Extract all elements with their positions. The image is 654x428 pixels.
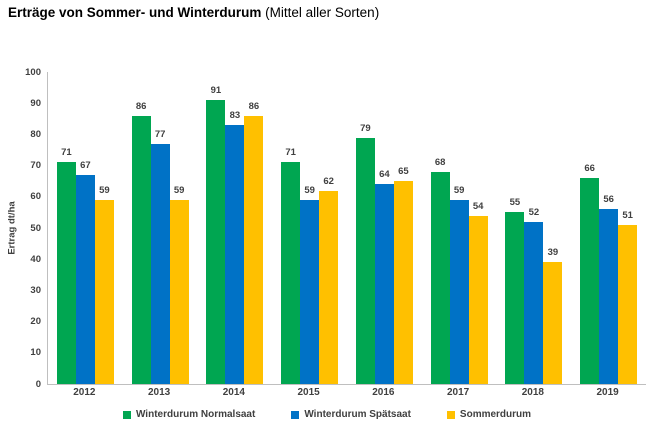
bar-group-2016: 79 64 65 [347,72,422,384]
bar-winterdurum-normalsaat-2013: 86 [131,102,151,384]
bar-winterdurum-sp-tsaat-2013: 77 [150,130,170,384]
y-axis-ticks: 0 10 20 30 40 50 60 70 80 90 100 [0,67,41,388]
legend-item-sommerdurum: Sommerdurum [446,409,532,420]
bar-value-label-sommerdurum-2017: 54 [472,200,484,212]
bar-value-label-winterdurum-sp-tsaat-2016: 64 [379,169,390,181]
legend-swatch-winterdurum-normalsaat [122,410,131,419]
bar-value-label-sommerdurum-2019: 51 [622,209,633,221]
bar-winterdurum-normalsaat-2017: 68 [430,158,450,384]
bar-value-label-winterdurum-sp-tsaat-2012: 67 [80,159,91,171]
y-tick-label-20: 20 [30,315,41,327]
bar-value-label-sommerdurum-2018: 39 [547,247,559,259]
bar-group-2013: 86 77 59 [123,72,198,384]
bar-sommerdurum-2017: 54 [468,202,488,384]
legend-label-sommerdurum: Sommerdurum [459,409,532,420]
chart-title-main: Erträge von Sommer- und Winterdurum [8,5,262,20]
bar-winterdurum-sp-tsaat-2018: 52 [524,208,544,384]
bar-group-2018: 55 52 39 [497,72,572,384]
x-tick-label-2013: 2013 [148,387,171,398]
bar-value-label-winterdurum-sp-tsaat-2015: 59 [304,184,315,196]
y-tick-label-50: 50 [30,222,41,234]
bar-sommerdurum-2015: 62 [319,177,339,384]
x-axis-labels: 2012 2013 2014 2015 2016 2017 2018 2019 [47,388,645,402]
legend-swatch-winterdurum-sp-tsaat [291,410,300,419]
bar-winterdurum-sp-tsaat-2019: 56 [599,195,619,384]
bar-value-label-sommerdurum-2015: 62 [323,175,334,187]
x-tick-label-2019: 2019 [596,387,619,398]
bar-value-label-winterdurum-normalsaat-2018: 55 [509,197,521,209]
bar-value-label-winterdurum-sp-tsaat-2014: 83 [229,110,241,122]
bar-group-2012: 71 67 59 [48,72,123,384]
x-tick-label-2017: 2017 [447,387,470,398]
bar-value-label-winterdurum-sp-tsaat-2013: 77 [154,128,166,140]
bar-winterdurum-normalsaat-2019: 66 [580,164,600,384]
chart-legend: Winterdurum Normalsaat Winterdurum Spätsa… [0,409,654,420]
y-tick-label-90: 90 [30,97,41,109]
legend-item-winterdurum-sp-tsaat: Winterdurum Spätsaat [291,409,411,420]
bar-sommerdurum-2016: 65 [393,167,413,384]
bar-value-label-sommerdurum-2012: 59 [99,184,110,196]
bar-sommerdurum-2019: 51 [618,211,638,384]
legend-item-winterdurum-normalsaat: Winterdurum Normalsaat [122,409,256,420]
bar-value-label-winterdurum-sp-tsaat-2018: 52 [528,206,540,218]
y-tick-label-0: 0 [35,378,41,390]
bar-winterdurum-normalsaat-2018: 55 [505,198,525,384]
y-tick-label-60: 60 [30,191,41,203]
bar-group-2017: 68 59 54 [422,72,497,384]
bar-winterdurum-normalsaat-2016: 79 [355,124,375,384]
bar-winterdurum-sp-tsaat-2017: 59 [449,186,469,384]
bar-value-label-sommerdurum-2013: 59 [173,184,185,196]
bar-sommerdurum-2018: 39 [543,248,563,384]
y-tick-label-40: 40 [30,253,41,265]
chart-title: Erträge von Sommer- und Winterdurum (Mit… [8,5,379,20]
bar-value-label-winterdurum-normalsaat-2015: 71 [285,147,296,159]
legend-label-winterdurum-sp-tsaat: Winterdurum Spätsaat [304,409,411,420]
bar-value-label-winterdurum-normalsaat-2012: 71 [61,147,72,159]
bar-group-2019: 66 56 51 [571,72,646,384]
bar-sommerdurum-2014: 86 [244,102,264,384]
x-tick-label-2016: 2016 [372,387,395,398]
y-tick-label-30: 30 [30,284,41,296]
y-tick-label-80: 80 [30,128,41,140]
chart-title-suffix: (Mittel aller Sorten) [261,5,380,20]
x-tick-label-2018: 2018 [521,387,544,398]
bar-winterdurum-sp-tsaat-2016: 64 [374,170,394,384]
bar-sommerdurum-2012: 59 [94,186,114,384]
bar-value-label-winterdurum-normalsaat-2017: 68 [434,156,446,168]
bar-group-2015: 71 59 62 [272,72,347,384]
bar-value-label-sommerdurum-2016: 65 [398,166,409,178]
bar-group-2014: 91 83 86 [198,72,273,384]
bar-winterdurum-sp-tsaat-2014: 83 [225,111,245,384]
x-tick-label-2015: 2015 [297,387,320,398]
bar-winterdurum-normalsaat-2012: 71 [56,148,76,384]
legend-swatch-sommerdurum [446,410,455,419]
bar-winterdurum-normalsaat-2014: 91 [206,86,226,384]
y-tick-label-10: 10 [30,347,41,359]
bar-winterdurum-normalsaat-2015: 71 [281,148,301,384]
y-tick-label-70: 70 [30,159,41,171]
bar-sommerdurum-2013: 59 [169,186,189,384]
plot-area: 71 67 59 86 77 59 91 83 86 71 59 62 79 64 65 68 59 54 55 52… [47,72,646,385]
y-tick-label-100: 100 [25,66,41,78]
x-tick-label-2014: 2014 [222,387,245,398]
bar-value-label-sommerdurum-2014: 86 [248,100,260,112]
legend-label-winterdurum-normalsaat: Winterdurum Normalsaat [135,409,256,420]
x-tick-label-2012: 2012 [73,387,96,398]
bar-value-label-winterdurum-normalsaat-2014: 91 [210,85,222,97]
bar-value-label-winterdurum-sp-tsaat-2017: 59 [453,184,465,196]
bar-value-label-winterdurum-normalsaat-2013: 86 [135,100,147,112]
bar-value-label-winterdurum-normalsaat-2019: 66 [584,163,595,175]
bar-winterdurum-sp-tsaat-2012: 67 [75,161,95,384]
bar-value-label-winterdurum-sp-tsaat-2019: 56 [603,194,614,206]
bar-winterdurum-sp-tsaat-2015: 59 [300,186,320,384]
bar-value-label-winterdurum-normalsaat-2016: 79 [360,122,371,134]
